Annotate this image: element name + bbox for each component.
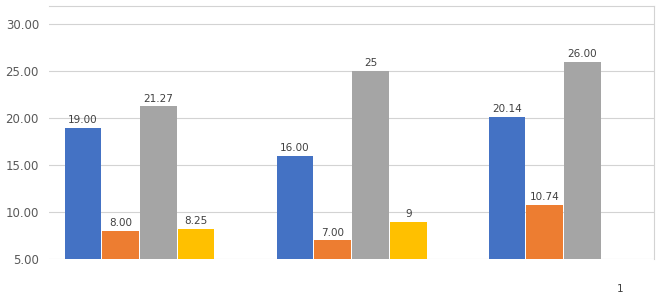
Bar <box>602 259 638 296</box>
Text: 21.27: 21.27 <box>143 94 174 104</box>
Bar <box>141 106 177 259</box>
Text: 8.25: 8.25 <box>185 216 208 226</box>
Bar <box>65 128 101 259</box>
Bar <box>102 231 139 259</box>
Text: 20.14: 20.14 <box>492 104 521 114</box>
Text: 8.00: 8.00 <box>109 218 132 228</box>
Bar <box>390 222 426 259</box>
Text: 7.00: 7.00 <box>321 228 344 238</box>
Bar <box>277 156 313 259</box>
Text: 1: 1 <box>617 284 624 294</box>
Bar <box>527 205 563 259</box>
Bar <box>564 62 601 259</box>
Bar <box>314 240 351 259</box>
Text: 25: 25 <box>364 59 377 68</box>
Bar <box>352 71 389 259</box>
Text: 26.00: 26.00 <box>568 49 597 59</box>
Bar <box>178 229 214 259</box>
Text: 19.00: 19.00 <box>68 115 98 125</box>
Text: 16.00: 16.00 <box>280 143 310 153</box>
Text: 10.74: 10.74 <box>530 192 560 202</box>
Bar <box>488 117 525 259</box>
Text: 9: 9 <box>405 209 412 219</box>
